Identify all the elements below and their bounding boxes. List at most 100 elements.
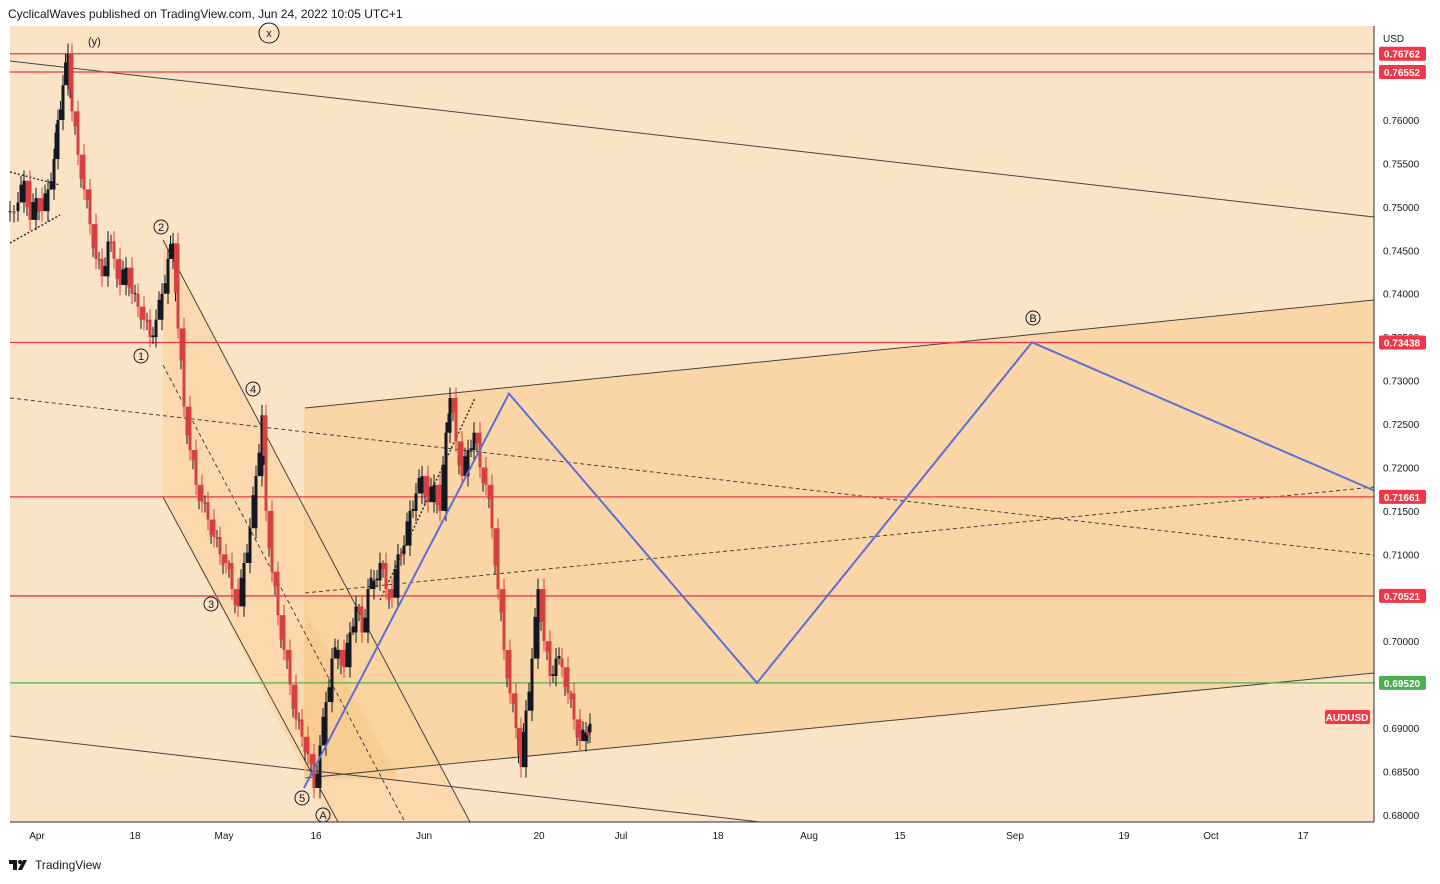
candle-body: [309, 754, 313, 765]
candle-body: [357, 606, 361, 613]
y-tick-label: 0.76000: [1383, 116, 1420, 127]
candle-body: [457, 441, 461, 466]
candle-body: [212, 519, 216, 537]
price-tag: [1379, 588, 1426, 603]
candle-body: [345, 642, 349, 668]
candle-body: [85, 189, 89, 200]
price-tag: [1379, 46, 1426, 61]
candle-body: [130, 267, 134, 294]
candle-body: [224, 554, 228, 563]
candle-body: [484, 467, 488, 485]
candle-body: [248, 528, 252, 563]
candle-body: [417, 477, 421, 494]
candle-body: [554, 658, 558, 676]
y-tick-label: 0.71000: [1383, 550, 1420, 561]
candle-body: [242, 563, 246, 607]
candle-body: [327, 687, 331, 702]
candle-body: [267, 510, 271, 549]
candle-body: [94, 224, 98, 259]
publish-header: CyclicalWaves published on TradingView.c…: [8, 7, 403, 21]
candle-body: [448, 397, 452, 433]
rising-upper-line: [304, 299, 1375, 409]
candle-body: [519, 728, 523, 768]
y-tick-label: 0.68000: [1383, 811, 1420, 822]
price-tag: [1379, 675, 1426, 690]
candle-body: [31, 202, 35, 220]
candle-body: [106, 241, 110, 277]
currency-label: USD: [1383, 34, 1404, 45]
candle-body: [469, 448, 473, 451]
dashed-line-wave-steep: [162, 364, 406, 823]
candle-body: [581, 729, 585, 742]
svg-text:x: x: [266, 28, 272, 40]
candle-body: [245, 552, 249, 563]
candle-body: [260, 415, 264, 477]
candle-body: [160, 293, 164, 320]
wave-label-x: x: [258, 22, 280, 44]
candle-body: [527, 691, 531, 711]
time-axis[interactable]: [0, 822, 1440, 848]
candle-body: [306, 736, 310, 755]
x-tick-label: May: [215, 831, 234, 842]
candle-body: [472, 432, 476, 451]
candle-body: [578, 719, 582, 742]
x-tick-label: 15: [894, 831, 906, 842]
x-tick-label: 18: [129, 831, 141, 842]
candle-body: [420, 476, 424, 494]
x-tick-label: Oct: [1203, 831, 1219, 842]
wave-label-4: 4: [245, 381, 261, 397]
candle-body: [444, 432, 448, 511]
candle-body: [82, 154, 86, 190]
candle-body: [59, 109, 62, 120]
candle-body: [145, 319, 149, 322]
x-tick-label: 16: [310, 831, 322, 842]
candle-body: [52, 159, 56, 190]
candle-body: [203, 502, 207, 504]
candle-body: [127, 267, 131, 288]
candle-body: [530, 658, 534, 711]
price-tag-label: 0.70521: [1384, 592, 1421, 603]
price-tag-label: 0.71661: [1384, 493, 1421, 504]
candle-body: [54, 132, 58, 160]
y-tick-label: 0.74500: [1383, 246, 1420, 257]
candle-body: [384, 563, 388, 590]
rising-lower-line: [304, 672, 1375, 779]
wave-label-3: 3: [203, 596, 219, 612]
tradingview-logo[interactable]: TradingView: [9, 858, 101, 872]
candle-body: [279, 615, 283, 640]
candle-body: [548, 641, 552, 676]
candle-body: [315, 773, 319, 789]
y-tick-label: 0.73000: [1383, 377, 1420, 388]
candle-body: [339, 649, 343, 666]
candle-body: [533, 616, 537, 659]
wave-label-y: (y): [88, 36, 101, 48]
candle-body: [251, 495, 255, 529]
candle-body: [230, 563, 234, 590]
candle-body: [396, 554, 400, 598]
price-tag: [1379, 489, 1426, 504]
candle-body: [209, 519, 213, 536]
candle-body: [100, 258, 104, 277]
candle-body: [68, 53, 72, 90]
candle-body: [257, 452, 261, 477]
y-tick-label: 0.71500: [1383, 507, 1420, 518]
x-tick-label: 18: [712, 831, 724, 842]
rising-channel-band: [305, 300, 1374, 778]
candle-body: [273, 571, 277, 587]
candle-body: [490, 484, 494, 529]
candle-body: [166, 258, 170, 294]
candle-body: [303, 736, 307, 753]
candle-body: [551, 674, 555, 676]
candle-body: [493, 528, 497, 566]
candle-body: [285, 649, 289, 661]
candle-body: [363, 617, 367, 633]
candle-body: [432, 484, 436, 503]
candle-body: [185, 406, 189, 436]
candle-body: [351, 626, 355, 633]
x-tick-label: Jul: [615, 831, 628, 842]
candle-body: [517, 728, 520, 755]
candle-body: [182, 328, 186, 407]
candle-body: [542, 589, 546, 642]
candle-body: [179, 328, 183, 361]
